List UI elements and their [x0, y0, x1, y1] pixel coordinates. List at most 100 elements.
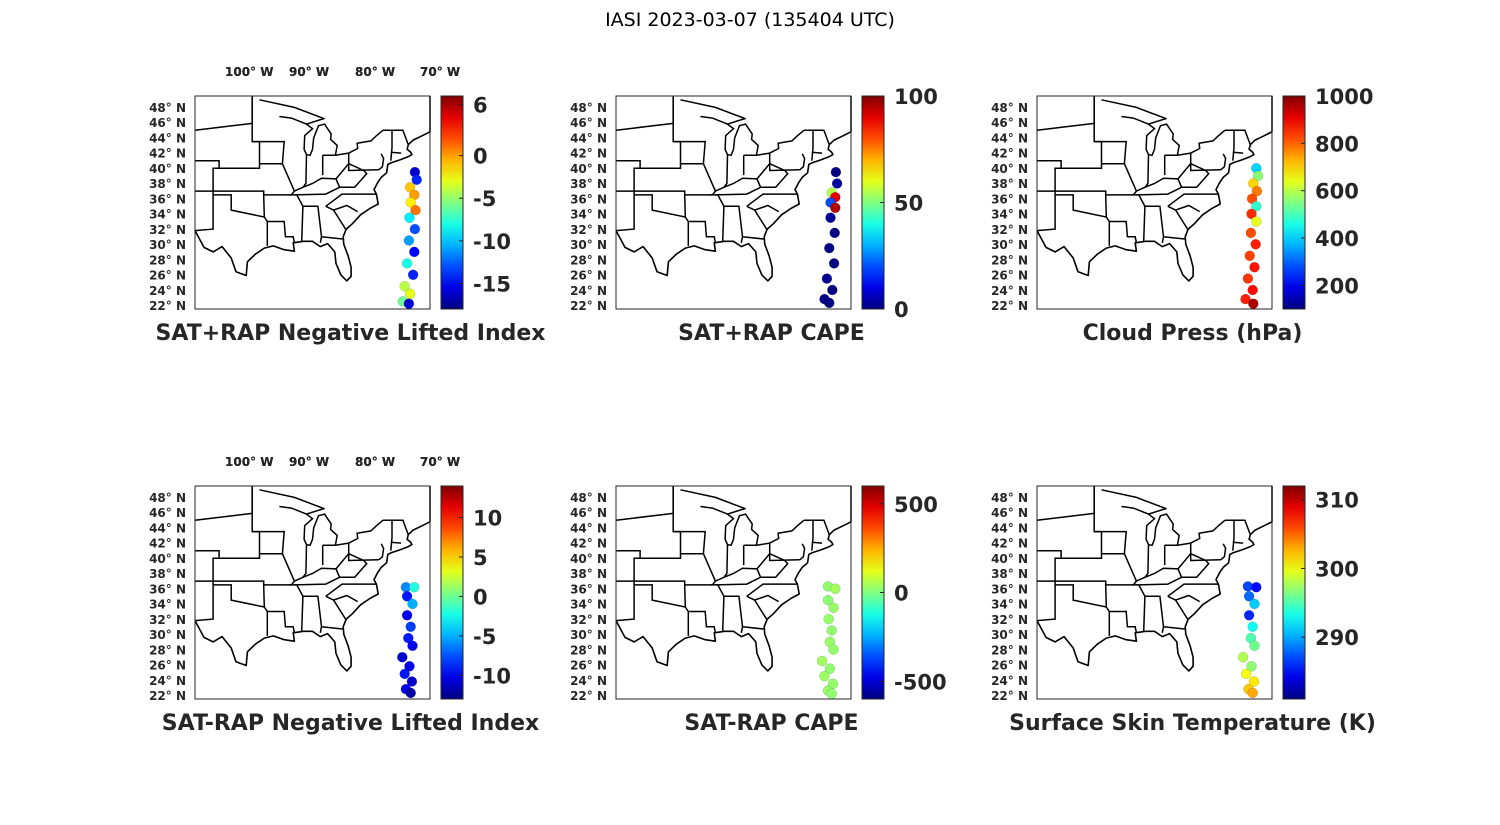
state-boundary	[325, 193, 377, 207]
data-point	[1242, 273, 1254, 284]
data-point	[827, 284, 838, 296]
lat-tick-label: 32° N	[991, 613, 1028, 627]
panel-title: Surface Skin Temperature (K)	[1009, 711, 1376, 736]
data-point	[409, 581, 420, 593]
state-boundary	[213, 190, 292, 196]
state-boundary	[213, 580, 292, 586]
data-point	[1240, 293, 1251, 305]
map-axes	[1036, 485, 1273, 700]
state-boundary	[194, 190, 214, 232]
data-point	[407, 598, 418, 610]
coastline	[1036, 96, 1273, 282]
state-boundary	[616, 159, 641, 169]
satellite-swath	[819, 166, 843, 309]
state-boundary	[194, 122, 253, 131]
state-boundary	[348, 519, 384, 544]
state-boundary	[289, 194, 304, 242]
lat-tick-label: 46° N	[570, 506, 607, 520]
colorbar-gradient	[1282, 485, 1306, 700]
data-point	[401, 258, 413, 269]
state-boundary	[1232, 130, 1235, 161]
map-background	[616, 486, 851, 699]
data-point	[1251, 185, 1263, 197]
colorbar-tick-label: 400	[1315, 227, 1359, 251]
lat-tick-label: 28° N	[991, 253, 1028, 267]
state-boundary	[1104, 584, 1108, 608]
state-boundary	[615, 122, 674, 131]
colorbar-tick-label: 0	[894, 582, 909, 606]
state-boundary	[724, 513, 760, 547]
state-boundary	[615, 190, 635, 232]
colorbar-tick-label: 50	[894, 192, 923, 216]
state-boundary	[1131, 584, 1146, 632]
data-point	[829, 227, 840, 239]
lat-tick-label: 38° N	[149, 567, 186, 581]
panel-title: SAT-RAP CAPE	[684, 711, 858, 736]
colorbar-gradient	[440, 95, 464, 310]
state-boundary	[322, 152, 349, 157]
lat-tick-label: 40° N	[991, 552, 1028, 566]
state-boundary	[335, 552, 368, 579]
state-boundary	[799, 153, 806, 171]
state-boundary	[303, 513, 339, 547]
state-boundary	[702, 553, 717, 582]
lat-tick-label: 38° N	[991, 177, 1028, 191]
lat-tick-label: 36° N	[149, 192, 186, 206]
lon-tick-label: 70° W	[420, 455, 460, 469]
state-boundary	[259, 99, 325, 120]
satellite-swath	[397, 166, 422, 309]
lon-tick-label: 70° W	[420, 455, 460, 469]
lon-tick-label: 100° W	[225, 455, 273, 469]
state-boundary	[683, 584, 687, 608]
lon-tick-label: 90° W	[289, 65, 329, 79]
satellite-swath	[1237, 581, 1262, 699]
lat-tick-label: 48° N	[149, 491, 186, 505]
lat-tick-label: 40° N	[570, 162, 607, 176]
lat-tick-label: 36° N	[991, 192, 1028, 206]
state-boundary	[1054, 96, 1103, 192]
data-point	[1237, 651, 1249, 663]
data-point	[397, 651, 408, 663]
state-boundary	[321, 625, 343, 630]
state-boundary	[702, 163, 717, 192]
map-frame	[1036, 95, 1273, 310]
colorbar-tick-label: -10	[473, 230, 511, 254]
state-boundary	[754, 204, 780, 213]
lat-tick-label: 46° N	[570, 116, 607, 130]
lon-tick-label: 90° W	[289, 455, 329, 469]
state-boundary	[1167, 583, 1219, 597]
state-boundary	[723, 154, 729, 188]
data-point	[403, 298, 415, 309]
state-boundary	[1104, 194, 1108, 218]
state-boundary	[1145, 123, 1181, 157]
state-boundary	[347, 543, 379, 562]
lat-tick-label: 24° N	[149, 284, 186, 298]
colorbar-tick-label: -15	[473, 272, 511, 296]
lon-tick-label: 70° W	[420, 65, 460, 79]
colorbar-tick-label: 290	[1315, 626, 1359, 650]
state-boundary	[1144, 205, 1165, 243]
lat-tick-label: 30° N	[570, 238, 607, 252]
lat-tick-label: 40° N	[149, 162, 186, 176]
lat-tick-label: 28° N	[149, 253, 186, 267]
state-boundary	[673, 530, 707, 554]
panel-sat-minus-rap-cape: 100° W 90° W 80° W 70° W 48° N46° N44° N 42° …	[225, 455, 947, 736]
data-point	[1247, 621, 1258, 632]
state-boundary	[688, 220, 717, 243]
data-point	[1246, 661, 1257, 672]
state-boundary	[1036, 512, 1095, 521]
panel-sat-rap-neg-lifted-index: 100° W 90° W 80° W 70° W 48° N46° N44° N 42° …	[149, 65, 545, 346]
state-boundary	[769, 519, 805, 544]
lat-tick-label: 48° N	[149, 101, 186, 115]
state-boundary	[634, 580, 713, 586]
state-boundary	[212, 486, 261, 582]
state-boundary	[1144, 154, 1150, 188]
lon-tick-label: 80° W	[355, 65, 395, 79]
lat-tick-label: 36° N	[149, 582, 186, 596]
colorbar-gradient	[1282, 95, 1306, 310]
state-boundary	[290, 567, 341, 586]
state-boundary	[1175, 594, 1201, 603]
state-boundary	[325, 205, 347, 230]
lat-tick-label: 22° N	[991, 689, 1028, 703]
state-boundary	[1036, 122, 1095, 131]
